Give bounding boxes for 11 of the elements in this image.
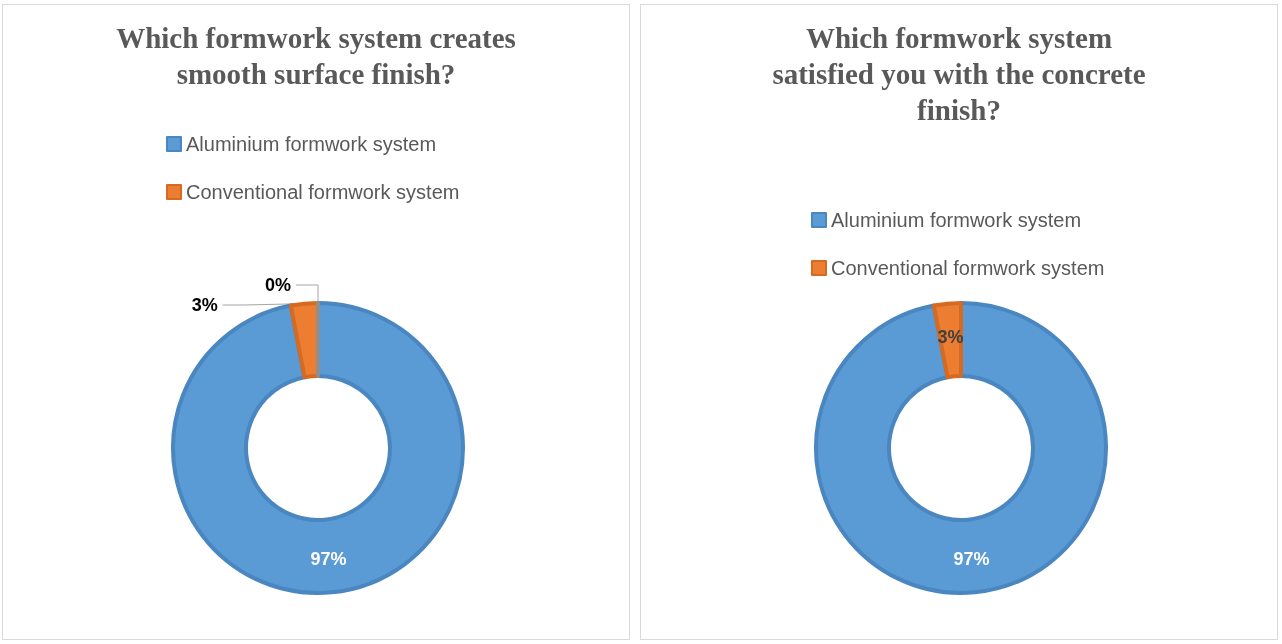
legend-label: Conventional formwork system — [831, 257, 1105, 279]
data-label: 97% — [953, 549, 990, 570]
legend-label: Aluminium formwork system — [831, 209, 1082, 231]
data-label: 97% — [310, 549, 347, 570]
data-label: 3% — [191, 295, 218, 315]
legend-label: Aluminium formwork system — [186, 133, 437, 155]
legend-label: Conventional formwork system — [186, 181, 460, 203]
chart-title: Which formwork system satisfied you with the concrete finish? — [772, 22, 1146, 126]
chart-title: Which formwork system creates smooth surface finish? — [116, 22, 516, 90]
text: 0% — [264, 275, 291, 295]
data-label: 3% — [937, 326, 964, 347]
